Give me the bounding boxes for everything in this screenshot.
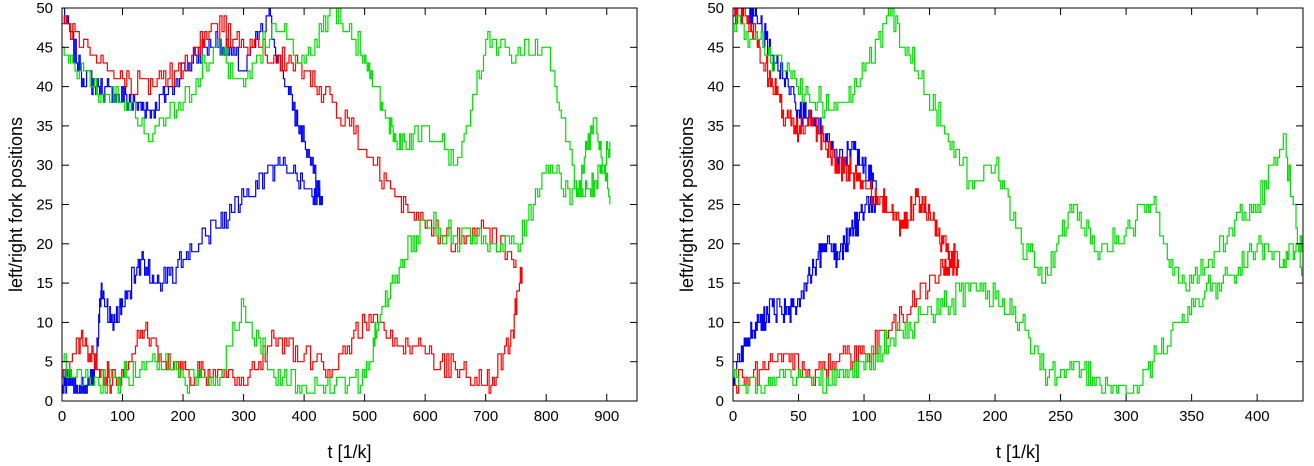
- y-axis-label: left/right fork positions: [677, 117, 697, 292]
- x-axis-label: t [1/k]: [996, 442, 1040, 462]
- y-tick-label: 25: [707, 197, 724, 214]
- series-group: [733, 8, 1303, 394]
- series-group: [62, 8, 611, 394]
- y-tick-label: 0: [716, 393, 724, 410]
- x-tick-label: 100: [110, 408, 135, 425]
- right-chart: 0 50 100 150 200 250 300 350 400 0 5 10 15 20 25 30 35 40…: [677, 0, 1304, 462]
- y-tick-label: 30: [707, 157, 724, 174]
- x-tick-label: 50: [790, 408, 807, 425]
- y-tick-label: 20: [707, 236, 724, 253]
- series-line: [62, 266, 523, 394]
- x-tick-label: 800: [534, 408, 559, 425]
- x-tick-label: 400: [1245, 408, 1270, 425]
- series-line: [733, 8, 959, 268]
- y-tick-label: 5: [716, 354, 724, 371]
- x-tick-label: 200: [171, 408, 196, 425]
- left-chart: 0 100 200 300 400 500 600 700 800 900 0 5 10 15 20 25 30…: [6, 0, 638, 462]
- x-tick-label: 150: [917, 408, 942, 425]
- y-tick-label: 50: [36, 0, 53, 17]
- x-tick-label: 300: [1114, 408, 1139, 425]
- y-tick-label: 15: [707, 275, 724, 292]
- series-line: [733, 196, 878, 386]
- series-line: [62, 8, 323, 206]
- y-tick-label: 10: [707, 314, 724, 331]
- x-tick-label: 0: [58, 408, 66, 425]
- series-line: [733, 8, 1303, 292]
- x-axis-label: t [1/k]: [327, 442, 371, 462]
- x-tick-label: 700: [473, 408, 498, 425]
- x-tick-label: 350: [1179, 408, 1204, 425]
- y-tick-label: 15: [36, 275, 53, 292]
- series-line: [62, 156, 323, 394]
- y-tick-label: 50: [707, 0, 724, 17]
- y-tick-label: 35: [707, 118, 724, 135]
- y-tick-label: 5: [45, 354, 53, 371]
- x-tick-label: 400: [292, 408, 317, 425]
- y-axis-label: left/right fork positions: [6, 117, 26, 292]
- plot-frame: [732, 7, 1304, 402]
- x-tick-label: 100: [852, 408, 877, 425]
- y-tick-label: 45: [36, 39, 53, 56]
- x-tick-label: 0: [729, 408, 737, 425]
- x-tick-label: 200: [983, 408, 1008, 425]
- y-tick-label: 35: [36, 118, 53, 135]
- y-tick-label: 0: [45, 393, 53, 410]
- y-tick-label: 10: [36, 314, 53, 331]
- x-tick-label: 300: [231, 408, 256, 425]
- series-line: [62, 141, 611, 394]
- series-line: [733, 8, 878, 190]
- x-tick-label: 900: [594, 408, 619, 425]
- x-tick-label: 500: [352, 408, 377, 425]
- y-tick-label: 40: [707, 79, 724, 96]
- y-tick-label: 40: [36, 79, 53, 96]
- x-tick-label: 600: [413, 408, 438, 425]
- x-tick-label: 250: [1048, 408, 1073, 425]
- y-tick-label: 20: [36, 236, 53, 253]
- y-tick-label: 30: [36, 157, 53, 174]
- y-tick-label: 25: [36, 197, 53, 214]
- series-line: [733, 235, 1303, 394]
- series-line: [62, 8, 611, 205]
- y-tick-label: 45: [707, 39, 724, 56]
- series-line: [62, 15, 517, 268]
